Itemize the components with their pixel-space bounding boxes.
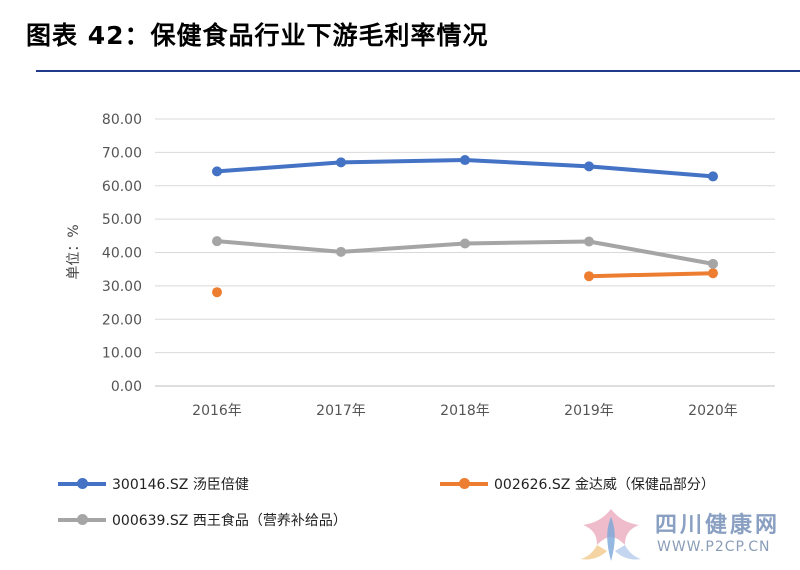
data-point	[336, 157, 346, 168]
line-chart: 0.00 10.00 20.00 30.00 40.00 50.00 60.00 70.00 8…	[66, 112, 775, 419]
x-tick-label: 2017年	[316, 403, 366, 419]
legend-item-1: 002626.SZ 金达威（保健品部分）	[440, 474, 715, 494]
y-tick-label: 50.00	[102, 212, 142, 228]
y-tick-label: 80.00	[102, 112, 142, 128]
data-point	[460, 238, 470, 249]
y-tick-label: 30.00	[102, 279, 142, 295]
data-point	[212, 236, 222, 247]
legend-swatch-1	[440, 478, 488, 489]
data-point	[460, 155, 470, 166]
data-point	[212, 166, 222, 177]
page-title: 图表 42：保健食品行业下游毛利率情况	[26, 21, 489, 50]
phoenix-logo-icon	[581, 509, 641, 561]
y-tick-label: 40.00	[102, 246, 142, 262]
series-0	[212, 155, 718, 182]
y-axis-label: 单位：%	[66, 224, 82, 279]
x-tick-label: 2019年	[564, 403, 614, 419]
legend-label-0: 300146.SZ 汤臣倍健	[112, 477, 249, 493]
legend-label-2: 000639.SZ 西王食品（营养补给品）	[112, 513, 347, 529]
legend-item-2: 000639.SZ 西王食品（营养补给品）	[58, 510, 347, 530]
y-tick-label: 70.00	[102, 145, 142, 161]
data-point	[584, 236, 594, 247]
y-tick-label: 10.00	[102, 346, 142, 362]
y-tick-label: 60.00	[102, 179, 142, 195]
watermark-url: WWW.P2CP.CN	[657, 539, 771, 555]
x-tick-label: 2018年	[440, 403, 490, 419]
legend-label-1: 002626.SZ 金达威（保健品部分）	[494, 477, 715, 493]
series-2	[212, 236, 718, 269]
data-point	[584, 161, 594, 172]
data-point	[708, 258, 718, 269]
x-tick-label: 2016年	[192, 403, 242, 419]
series-1	[212, 268, 718, 298]
legend-item-0: 300146.SZ 汤臣倍健	[58, 474, 249, 494]
y-tick-label: 0.00	[111, 379, 142, 395]
title-divider	[36, 70, 800, 72]
data-point	[212, 287, 222, 298]
data-point	[708, 171, 718, 182]
data-point	[708, 268, 718, 279]
x-tick-label: 2020年	[688, 403, 738, 419]
data-point	[336, 246, 346, 257]
series-line	[587, 271, 715, 279]
legend-swatch-2	[58, 514, 106, 525]
y-tick-label: 20.00	[102, 312, 142, 328]
watermark-name: 四川健康网	[655, 513, 781, 538]
legend-swatch-0	[58, 478, 106, 489]
watermark: 四川健康网 WWW.P2CP.CN	[575, 505, 795, 567]
data-point	[584, 271, 594, 282]
